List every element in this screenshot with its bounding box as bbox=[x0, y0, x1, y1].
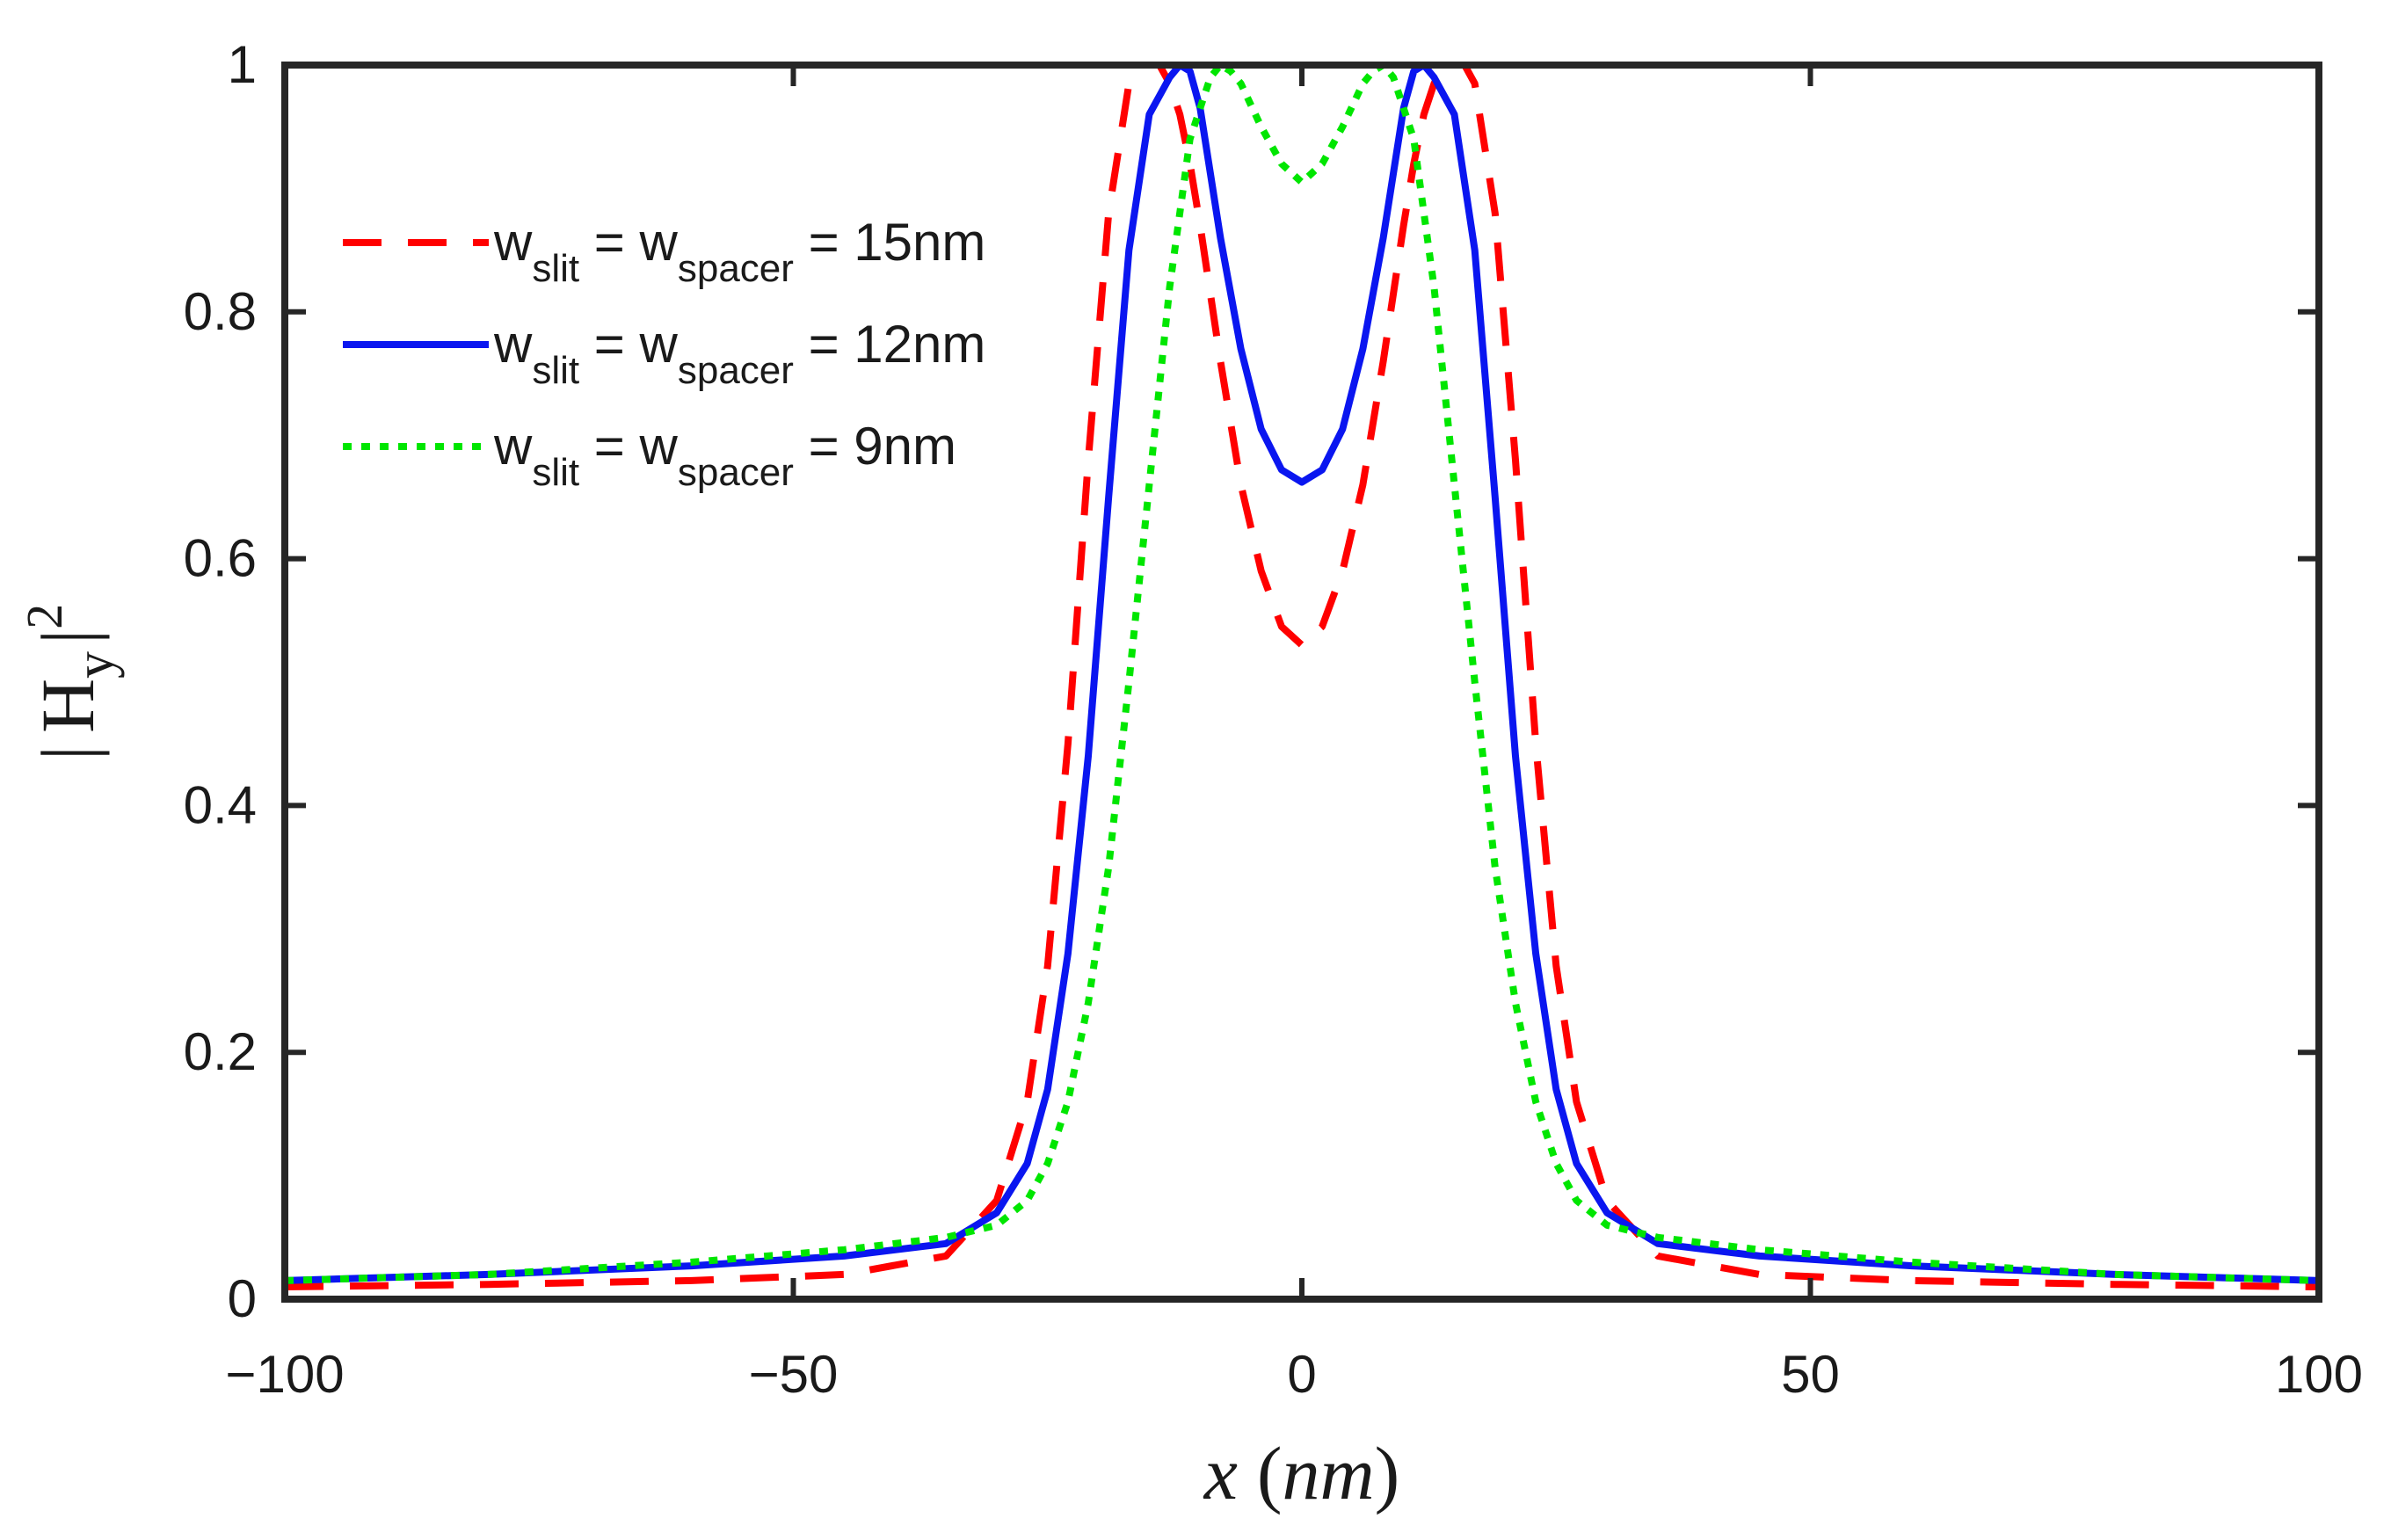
y-tick-label: 1 bbox=[228, 35, 257, 94]
y-tick-label: 0.6 bbox=[184, 529, 257, 588]
y-tick-label: 0.8 bbox=[184, 282, 257, 341]
x-tick-label: 50 bbox=[1781, 1345, 1840, 1404]
x-axis-label-close: ) bbox=[1375, 1431, 1400, 1515]
y-axis-label: |Hy|2 bbox=[16, 604, 125, 761]
x-tick-label: −50 bbox=[749, 1345, 839, 1404]
y-tick-label: 0.4 bbox=[184, 775, 257, 834]
x-tick-label: 100 bbox=[2275, 1345, 2363, 1404]
x-axis-label-open: ( bbox=[1257, 1431, 1283, 1515]
y-axis-ticks: 0 0.2 0.4 0.6 0.8 1 bbox=[184, 35, 2319, 1328]
x-axis-ticks: −100 −50 0 50 100 bbox=[225, 65, 2363, 1404]
series-line-1 bbox=[285, 65, 2319, 1290]
legend-label-1: wslit = wspacer = 15nm bbox=[493, 213, 985, 290]
legend: wslit = wspacer = 15nm wslit = wspacer = … bbox=[343, 213, 985, 494]
x-axis-label: x (nm) bbox=[1203, 1431, 1400, 1515]
y-axis-label-base: H bbox=[25, 679, 110, 733]
y-axis-label-sub: y bbox=[65, 651, 125, 679]
x-tick-label: 0 bbox=[1287, 1345, 1316, 1404]
y-tick-label: 0.2 bbox=[184, 1022, 257, 1081]
series-line-2 bbox=[285, 65, 2319, 1284]
y-axis-label-bar-right: | bbox=[25, 629, 110, 644]
x-tick-label: −100 bbox=[225, 1345, 344, 1404]
legend-label-2: wslit = wspacer = 12nm bbox=[493, 315, 985, 392]
y-axis-label-sup: 2 bbox=[16, 604, 73, 629]
y-tick-label: 0 bbox=[228, 1269, 257, 1328]
series-layer bbox=[285, 65, 2319, 1290]
y-axis-label-bar-left: | bbox=[25, 745, 110, 760]
x-axis-label-var: x bbox=[1203, 1431, 1238, 1515]
series-line-3 bbox=[285, 65, 2319, 1284]
legend-label-3: wslit = wspacer = 9nm bbox=[493, 417, 956, 494]
x-axis-label-unit: nm bbox=[1283, 1431, 1375, 1515]
